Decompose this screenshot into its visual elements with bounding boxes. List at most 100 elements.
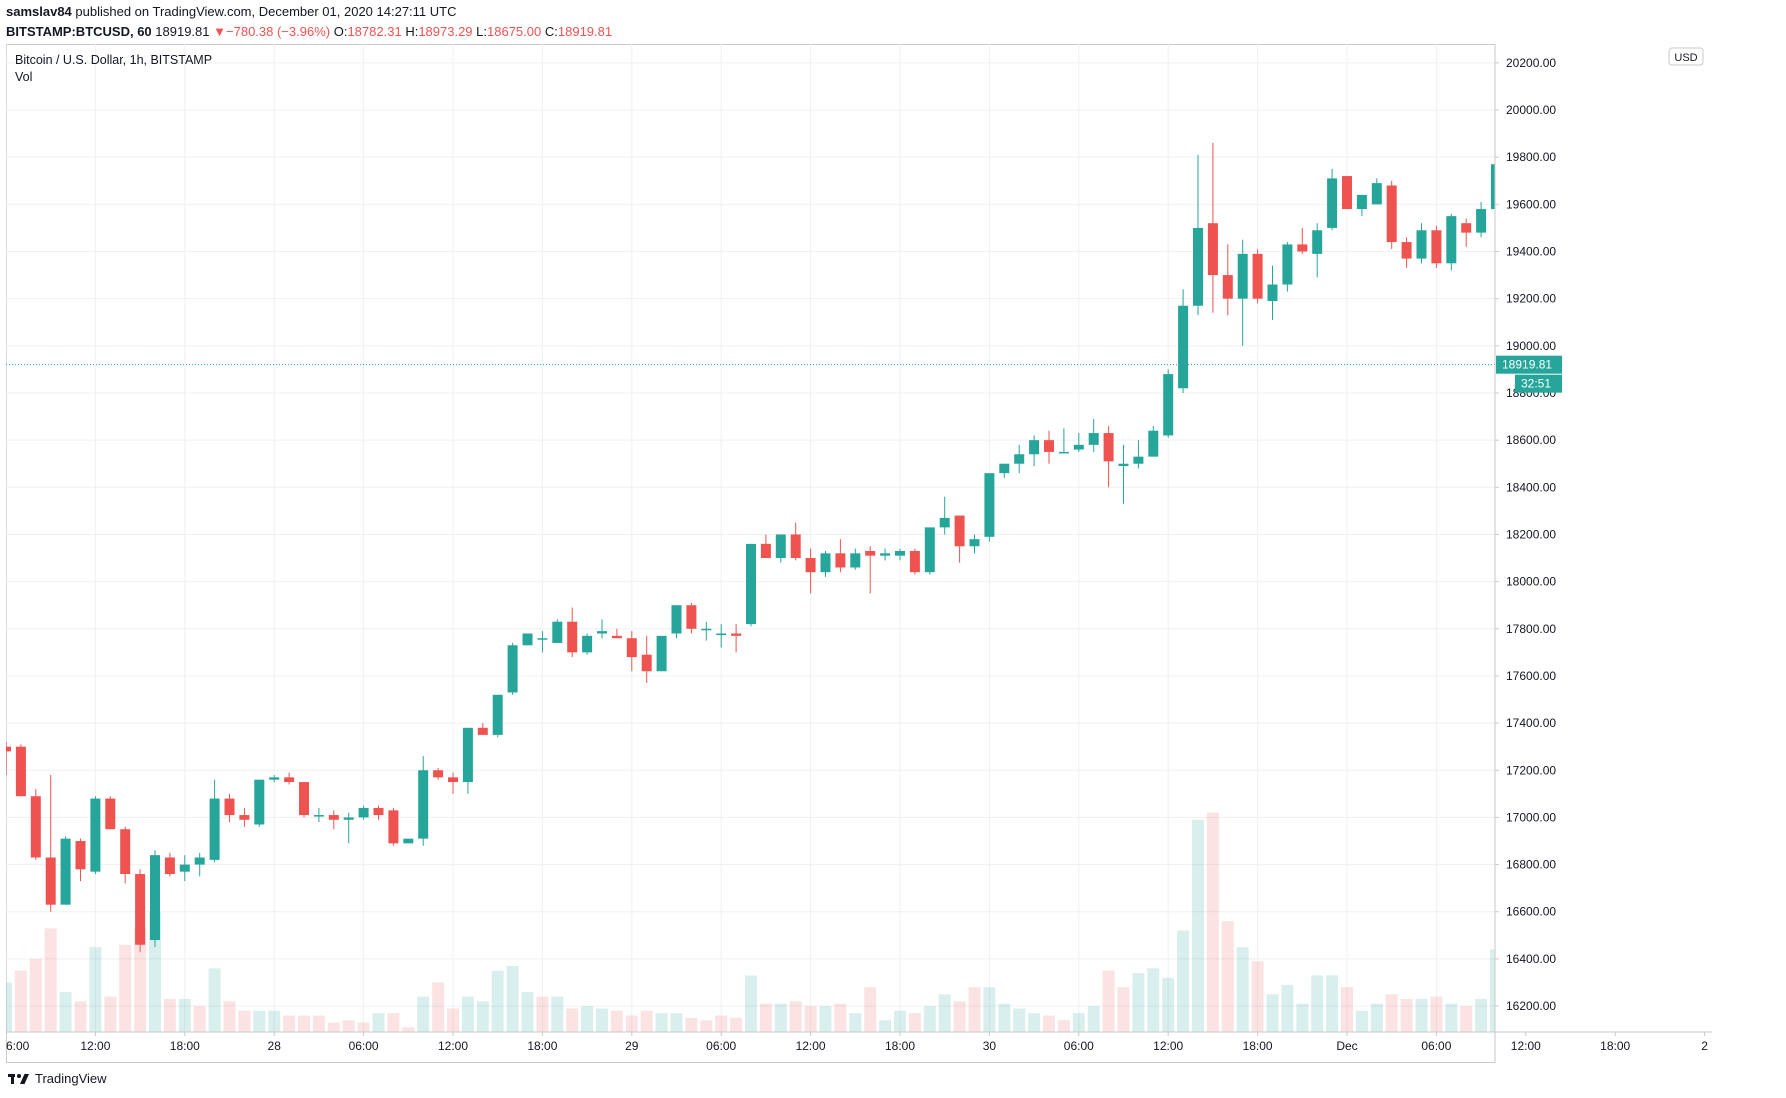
candle-body[interactable] xyxy=(984,473,995,537)
candle-body[interactable] xyxy=(448,777,458,783)
candle-body[interactable] xyxy=(1252,253,1263,299)
candle-body[interactable] xyxy=(567,621,578,653)
candle-body[interactable] xyxy=(299,782,309,816)
candle-body[interactable] xyxy=(939,517,950,528)
candle-body[interactable] xyxy=(403,838,414,844)
currency-button[interactable] xyxy=(1668,47,1704,66)
candle-body[interactable] xyxy=(850,553,861,568)
candle-body[interactable] xyxy=(626,638,637,658)
candle-body[interactable] xyxy=(105,798,116,830)
candle-body[interactable] xyxy=(1193,227,1203,306)
candle-body[interactable] xyxy=(641,654,652,672)
candle-body[interactable] xyxy=(477,727,488,735)
candle-body[interactable] xyxy=(969,539,980,547)
candle-body[interactable] xyxy=(388,810,399,844)
candle-body[interactable] xyxy=(60,838,71,905)
candle-body[interactable] xyxy=(239,815,250,820)
tradingview-footer[interactable]: TradingView xyxy=(8,1071,107,1086)
candle-body[interactable] xyxy=(611,635,622,639)
candle-body[interactable] xyxy=(269,777,280,780)
candle-body[interactable] xyxy=(343,817,354,820)
candle-body[interactable] xyxy=(1312,230,1323,254)
candle-body[interactable] xyxy=(790,534,801,559)
candle-body[interactable] xyxy=(1237,253,1248,299)
candle-body[interactable] xyxy=(656,635,667,672)
candle-body[interactable] xyxy=(805,558,816,573)
candle-body[interactable] xyxy=(194,857,205,865)
candle-body[interactable] xyxy=(507,645,518,693)
candle-body[interactable] xyxy=(1401,242,1412,259)
candle-body[interactable] xyxy=(313,815,324,817)
candle-body[interactable] xyxy=(820,553,831,573)
candle-body[interactable] xyxy=(462,727,473,783)
candle-body[interactable] xyxy=(284,777,295,783)
candle-body[interactable] xyxy=(537,638,548,640)
candle-body[interactable] xyxy=(880,553,891,556)
candle-body[interactable] xyxy=(30,796,41,858)
price-chart[interactable]: USD 16200.00 16400.00 16600.00 16800.00 17000… xyxy=(6,44,1712,1063)
candle-body[interactable] xyxy=(120,829,131,875)
candle-body[interactable] xyxy=(358,807,369,818)
candle-body[interactable] xyxy=(552,621,563,643)
candle-body[interactable] xyxy=(224,798,235,816)
candle-body[interactable] xyxy=(835,553,846,568)
candle-body[interactable] xyxy=(418,770,429,839)
candle-body[interactable] xyxy=(1058,451,1069,454)
candle-body[interactable] xyxy=(731,633,742,636)
candle-body[interactable] xyxy=(1148,430,1159,457)
candle-body[interactable] xyxy=(522,633,533,646)
candle-body[interactable] xyxy=(1371,183,1382,205)
candle-body[interactable] xyxy=(1029,440,1040,455)
candle-body[interactable] xyxy=(135,874,146,945)
candle-body[interactable] xyxy=(1118,463,1129,467)
candle-body[interactable] xyxy=(1476,209,1487,233)
candle-body[interactable] xyxy=(746,543,756,625)
candle-body[interactable] xyxy=(1342,176,1352,210)
candle-body[interactable] xyxy=(1133,456,1144,464)
candle-body[interactable] xyxy=(373,807,384,816)
candle-body[interactable] xyxy=(1073,444,1084,450)
candle-body[interactable] xyxy=(150,855,160,941)
candle-body[interactable] xyxy=(1416,230,1427,259)
candle-body[interactable] xyxy=(164,857,175,875)
candle-body[interactable] xyxy=(1386,185,1397,243)
candle-body[interactable] xyxy=(1163,374,1174,436)
candle-body[interactable] xyxy=(1461,223,1472,233)
candle-body[interactable] xyxy=(1088,433,1099,445)
candle-body[interactable] xyxy=(895,550,905,556)
candle-body[interactable] xyxy=(1356,194,1367,210)
candle-body[interactable] xyxy=(75,841,86,870)
candle-body[interactable] xyxy=(1014,454,1025,464)
candle-body[interactable] xyxy=(1267,284,1278,302)
candle-body[interactable] xyxy=(1446,216,1457,264)
candle-body[interactable] xyxy=(1222,275,1233,299)
currency-label[interactable]: USD xyxy=(1674,52,1697,64)
candle-body[interactable] xyxy=(492,694,503,735)
candle-body[interactable] xyxy=(179,864,190,872)
candle-body[interactable] xyxy=(6,746,11,752)
candle-body[interactable] xyxy=(701,628,712,631)
candle-body[interactable] xyxy=(254,779,265,825)
series-title[interactable]: Bitcoin / U.S. Dollar, 1h, BITSTAMP xyxy=(15,53,213,67)
candle-body[interactable] xyxy=(45,857,56,905)
candle-body[interactable] xyxy=(209,798,220,860)
candle-body[interactable] xyxy=(716,633,727,635)
candle-body[interactable] xyxy=(775,534,786,559)
candle-body[interactable] xyxy=(924,527,935,573)
candle-body[interactable] xyxy=(1207,223,1218,276)
candle-body[interactable] xyxy=(433,770,444,778)
candle-body[interactable] xyxy=(760,543,771,559)
author-name[interactable]: samslav84 xyxy=(6,4,72,19)
candle-body[interactable] xyxy=(1178,305,1189,389)
candle-body[interactable] xyxy=(954,515,965,547)
candle-body[interactable] xyxy=(909,550,920,573)
candle-body[interactable] xyxy=(1044,440,1054,452)
candle-body[interactable] xyxy=(15,746,26,797)
volume-label[interactable]: Vol xyxy=(15,70,33,84)
candle-body[interactable] xyxy=(1431,230,1442,264)
candle-body[interactable] xyxy=(1282,244,1293,285)
candle-body[interactable] xyxy=(671,605,682,634)
candle-body[interactable] xyxy=(597,631,607,634)
candle-body[interactable] xyxy=(328,815,339,820)
candle-body[interactable] xyxy=(1103,433,1114,462)
